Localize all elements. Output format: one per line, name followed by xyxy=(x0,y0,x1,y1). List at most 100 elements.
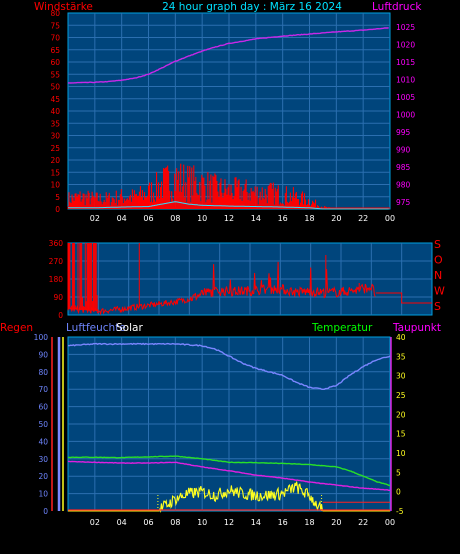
top-x-tick-label: 16 xyxy=(278,214,288,223)
pressure-y-tick-label: 1020 xyxy=(396,41,415,50)
pressure-y-tick-label: 1025 xyxy=(396,23,415,32)
wind-y-tick-label: 60 xyxy=(50,58,60,67)
humidity-line xyxy=(67,342,391,390)
pressure-y-tick-label: 1005 xyxy=(396,93,415,102)
humidity-y-tick-label: 70 xyxy=(38,385,48,394)
bottom-x-tick-label: 14 xyxy=(251,518,261,527)
wind-y-tick-label: 0 xyxy=(55,205,60,214)
wind-average-line xyxy=(68,201,389,210)
bottom-x-tick-label: 02 xyxy=(90,518,100,527)
humidity-y-tick-label: 90 xyxy=(38,350,48,359)
wind-y-tick-label: 35 xyxy=(50,119,60,128)
top-x-tick-label: 10 xyxy=(197,214,207,223)
temperature-y-tick-label: 30 xyxy=(396,372,406,381)
wind-y-tick-label: 5 xyxy=(55,193,60,202)
wind-y-tick-label: 40 xyxy=(50,107,60,116)
pressure-y-tick-label: 1010 xyxy=(396,76,415,85)
temperature-y-tick-label: -5 xyxy=(396,507,404,516)
wind-y-tick-label: 20 xyxy=(50,156,60,165)
wind-direction-line xyxy=(67,261,376,316)
compass-label: W xyxy=(434,285,445,298)
regen-label: Regen xyxy=(0,322,33,334)
wind-y-tick-label: 80 xyxy=(50,9,60,18)
top-x-tick-label: 00 xyxy=(385,214,395,223)
top-x-tick-label: 14 xyxy=(251,214,261,223)
bottom-x-tick-label: 08 xyxy=(170,518,180,527)
luftfeuchte-label: Luftfeuchte xyxy=(66,322,126,334)
compass-label: O xyxy=(434,254,443,267)
humidity-y-tick-label: 30 xyxy=(38,455,48,464)
direction-y-tick-label: 270 xyxy=(49,257,64,266)
bottom-x-tick-label: 06 xyxy=(143,518,153,527)
humidity-y-tick-label: 50 xyxy=(38,420,48,429)
dewpoint-line xyxy=(68,460,390,491)
bottom-x-tick-label: 10 xyxy=(197,518,207,527)
wind-direction-tail xyxy=(375,292,432,304)
compass-label: S xyxy=(434,300,441,313)
bottom-x-tick-label: 00 xyxy=(385,518,395,527)
humidity-y-tick-label: 40 xyxy=(38,437,48,446)
wind-y-tick-label: 75 xyxy=(50,21,60,30)
temperatur-label: Temperatur xyxy=(311,322,373,334)
temperature-y-tick-label: 35 xyxy=(396,352,406,361)
wind-y-tick-label: 55 xyxy=(50,70,60,79)
humidity-y-tick-label: 0 xyxy=(43,507,48,516)
top-x-tick-label: 04 xyxy=(117,214,127,223)
pressure-y-tick-label: 1000 xyxy=(396,111,415,120)
top-x-tick-label: 12 xyxy=(224,214,234,223)
wind-y-tick-label: 30 xyxy=(50,132,60,141)
direction-y-tick-label: 0 xyxy=(58,311,63,320)
temperature-y-tick-label: 0 xyxy=(396,488,401,497)
compass-label: S xyxy=(434,238,441,251)
windstaerke-label: Windstärke xyxy=(34,1,93,13)
bottom-panel: 0 10 20 30 40 50 60 70 80 90 100 -5 0 5 10 15 20 25 30 35 4… xyxy=(34,333,406,527)
temperature-y-tick-label: 20 xyxy=(396,410,406,419)
pressure-y-tick-label: 1015 xyxy=(396,58,415,67)
bottom-x-tick-label: 12 xyxy=(224,518,234,527)
humidity-y-tick-label: 20 xyxy=(38,472,48,481)
bottom-x-tick-label: 20 xyxy=(331,518,341,527)
temperature-y-tick-label: 10 xyxy=(396,449,406,458)
humidity-y-tick-label: 10 xyxy=(38,490,48,499)
temperature-line xyxy=(68,455,391,487)
top-x-tick-label: 18 xyxy=(304,214,314,223)
wind-y-tick-label: 15 xyxy=(50,168,60,177)
pressure-y-tick-label: 990 xyxy=(396,146,411,155)
bottom-x-tick-label: 16 xyxy=(278,518,288,527)
pressure-y-tick-label: 980 xyxy=(396,181,411,190)
temperature-y-tick-label: 5 xyxy=(396,468,401,477)
chart-title: 24 hour graph day : März 16 2024 xyxy=(162,1,342,13)
direction-y-tick-label: 180 xyxy=(49,275,64,284)
top-x-tick-label: 06 xyxy=(143,214,153,223)
solar-line xyxy=(68,481,390,514)
top-x-tick-label: 22 xyxy=(358,214,368,223)
pressure-y-tick-label: 985 xyxy=(396,163,411,172)
bottom-x-tick-label: 18 xyxy=(304,518,314,527)
wind-y-tick-label: 65 xyxy=(50,46,60,55)
pressure-line xyxy=(68,27,389,84)
compass-label: N xyxy=(434,269,442,282)
temperature-y-tick-label: 15 xyxy=(396,430,406,439)
bottom-x-tick-label: 04 xyxy=(117,518,127,527)
top-x-tick-label: 20 xyxy=(331,214,341,223)
top-x-tick-label: 08 xyxy=(170,214,180,223)
luftdruck-label: Luftdruck xyxy=(372,1,422,13)
humidity-y-tick-label: 80 xyxy=(38,368,48,377)
top-x-tick-label: 02 xyxy=(90,214,100,223)
wind-y-tick-label: 10 xyxy=(50,181,60,190)
wind-y-tick-label: 25 xyxy=(50,144,60,153)
temperature-y-tick-label: 40 xyxy=(396,333,406,342)
pressure-y-tick-label: 975 xyxy=(396,198,411,207)
solar-label: Solar xyxy=(116,322,143,334)
wind-y-tick-label: 70 xyxy=(50,34,60,43)
direction-y-tick-label: 360 xyxy=(49,239,64,248)
humidity-y-tick-label: 100 xyxy=(34,333,49,342)
wind-y-tick-label: 45 xyxy=(50,95,60,104)
direction-y-tick-label: 90 xyxy=(53,293,63,302)
wind-y-tick-label: 50 xyxy=(50,83,60,92)
humidity-y-tick-label: 60 xyxy=(38,403,48,412)
bottom-x-tick-label: 22 xyxy=(358,518,368,527)
